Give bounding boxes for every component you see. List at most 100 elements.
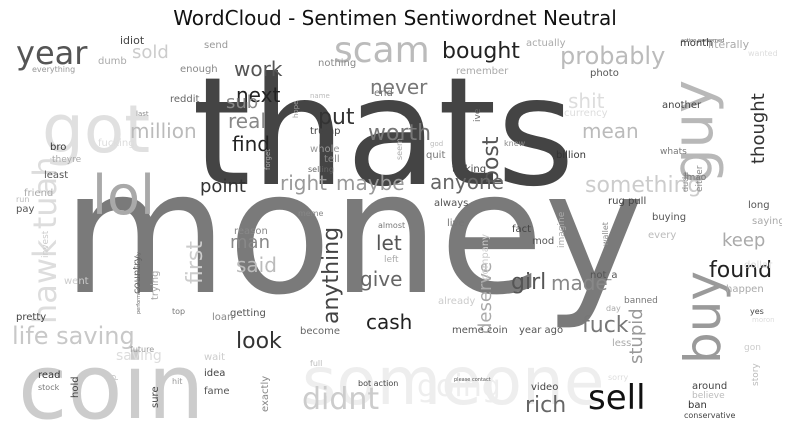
word-either: either (695, 165, 705, 192)
word-already: already (438, 296, 475, 307)
word-work: work (234, 57, 283, 81)
word-man: man (230, 232, 270, 253)
word-exactly: exactly (260, 376, 271, 412)
word-happen: happen (726, 284, 764, 295)
word-cash: cash (366, 310, 412, 334)
word-saying: saying (752, 216, 782, 227)
word-ban: ban (688, 400, 707, 411)
word-stupid: stupid (626, 308, 647, 364)
word-actually: actually (526, 38, 566, 49)
word-hope: hope (292, 101, 300, 118)
word-end: end (374, 88, 393, 99)
word-future: future (130, 345, 154, 354)
word-become: become (300, 326, 340, 337)
word-cloud: money thats coin someone got lol guy buy scam yea… (12, 34, 782, 424)
word-friend: friend (24, 188, 53, 199)
word-post: post (479, 136, 504, 184)
word-dumb: dumb (98, 56, 127, 67)
word-let: let (376, 231, 402, 255)
word-reason: reason (234, 226, 268, 237)
word-reddit: reddit (170, 94, 200, 105)
word-month: month (680, 38, 712, 49)
word-scam: scam (334, 34, 430, 71)
word-coin: coin (18, 335, 205, 424)
word-live: live (447, 218, 465, 229)
chart-title: WordCloud - Sentimen Sentiwordnet Neutra… (173, 6, 617, 30)
word-video: video (531, 382, 558, 393)
word-trump: trump (310, 126, 340, 137)
word-dude: dude (681, 172, 690, 192)
word-getting: getting (230, 308, 266, 319)
word-girl: girl (511, 270, 546, 295)
word-fucking: fucking (98, 138, 135, 149)
word-currency: currency (564, 108, 608, 119)
word-god: god (430, 140, 443, 148)
word-yes: yes (750, 307, 764, 316)
word-bro: bro (50, 142, 66, 153)
word-talking: talking (452, 164, 486, 175)
word-lol: lol (92, 164, 155, 227)
word-pretty: pretty (16, 312, 46, 323)
word-probably: probably (560, 42, 665, 70)
word-less: less (612, 338, 631, 349)
word-hawk-tuah: hawk tuah (26, 157, 64, 324)
word-hit: hit (172, 377, 182, 386)
word-sub: sub (226, 92, 258, 113)
word-never: never (370, 75, 428, 99)
word-day: day (606, 304, 621, 313)
word-real: real (228, 109, 266, 133)
word-first: first (183, 241, 208, 284)
word-stock: stock (38, 383, 60, 392)
word-whats: whats (660, 147, 687, 157)
word-sold: sold (132, 42, 169, 63)
word-fuck: fuck (582, 313, 629, 338)
word-photo: photo (590, 68, 619, 79)
word-someone: someone (302, 343, 604, 420)
word-money: money (62, 135, 645, 333)
word-meme-coin: meme coin (452, 325, 508, 336)
word-made: made (551, 271, 608, 295)
word-million: million (130, 119, 197, 143)
word-buying: buying (652, 212, 686, 223)
word-lmao: lmao (684, 173, 707, 183)
word-point: point (200, 176, 246, 197)
word-rich: rich (525, 393, 566, 418)
word-next: next (236, 83, 280, 107)
word-keep: keep (722, 230, 765, 251)
word-run: run (16, 195, 29, 204)
word-year-ago: year ago (519, 325, 563, 336)
word-went: went (64, 276, 89, 287)
word-thats: thats (192, 46, 575, 220)
word-send: send (204, 40, 228, 51)
word-story: story (751, 363, 761, 386)
word-guy: guy (661, 80, 726, 184)
word-left: left (384, 255, 399, 265)
word-company: company (480, 234, 491, 280)
word-remember: remember (456, 66, 509, 77)
word-seem: seem (395, 138, 404, 160)
word-sell: sell (588, 378, 646, 418)
word-fact: fact (512, 224, 531, 235)
word-nothing: nothing (318, 58, 356, 69)
word-moron: moron (752, 316, 775, 324)
word-full: full (310, 359, 322, 368)
word-put: put (318, 105, 355, 130)
word-banned: banned (624, 296, 658, 306)
word-look: look (236, 329, 282, 354)
word-saving: saving (116, 348, 162, 364)
word-wallet: wallet (601, 222, 610, 246)
word-forget: forget (264, 149, 272, 170)
word-always: always (434, 198, 468, 209)
word-meme: meme (298, 209, 324, 218)
word-shit: shit (568, 89, 605, 113)
word-dollar: dollar (744, 260, 773, 271)
word-ive: ive (473, 108, 483, 122)
word-sorry: sorry (608, 373, 629, 382)
word-anyone: anyone (430, 170, 504, 194)
word-wanted: wanted (748, 49, 778, 58)
word-whole: whole (310, 144, 340, 155)
word-got: got (42, 91, 150, 168)
word-literally: literally (708, 38, 750, 51)
word-hold: hold (70, 376, 81, 398)
word-theyre: theyre (52, 155, 82, 165)
